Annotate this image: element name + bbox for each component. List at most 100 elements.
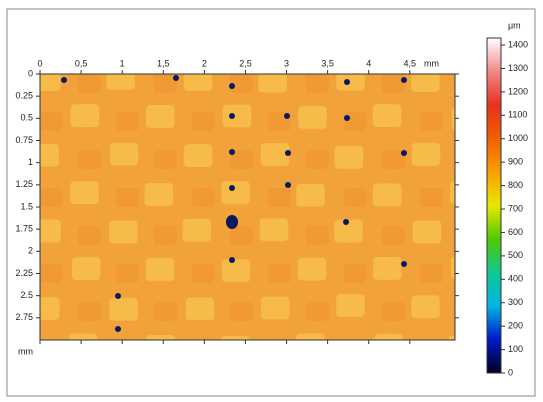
weave-cell bbox=[78, 74, 101, 93]
y-tick-label: 2.5 bbox=[20, 290, 33, 300]
weave-cell bbox=[334, 145, 364, 169]
weave-cell bbox=[78, 150, 101, 169]
weave-cell bbox=[154, 302, 177, 321]
y-tick-label: 0 bbox=[28, 68, 33, 78]
x-tick-label: 4,5 bbox=[404, 58, 417, 68]
colorbar-tick-label: 1400 bbox=[508, 39, 528, 49]
weave-cell bbox=[183, 74, 213, 91]
defect bbox=[229, 113, 235, 119]
weave-cell bbox=[154, 226, 177, 245]
colorbar bbox=[486, 37, 502, 374]
x-tick-label: 4 bbox=[366, 58, 371, 68]
defect bbox=[401, 77, 407, 83]
weave-cell bbox=[306, 302, 329, 321]
weave-cell bbox=[183, 144, 213, 168]
weave-cell bbox=[372, 183, 402, 207]
weave-cell bbox=[145, 104, 175, 128]
weave-cell bbox=[458, 302, 481, 321]
x-unit: mm bbox=[424, 58, 439, 68]
weave-cell bbox=[420, 264, 443, 283]
colorbar-tick-label: 700 bbox=[508, 203, 523, 213]
weave-cell bbox=[382, 226, 405, 245]
weave-cell bbox=[336, 74, 365, 91]
weave-cell bbox=[420, 188, 443, 207]
defect bbox=[115, 293, 121, 299]
frame bbox=[6, 8, 536, 397]
weave-cell bbox=[116, 112, 139, 131]
colorbar-unit: μm bbox=[508, 20, 521, 30]
weave-cell bbox=[451, 107, 455, 131]
defect bbox=[229, 83, 235, 89]
weave-cell bbox=[296, 183, 325, 207]
weave-cell bbox=[344, 112, 367, 131]
weave-cell bbox=[40, 297, 60, 320]
x-tick-label: 0,5 bbox=[75, 58, 88, 68]
weave-cell bbox=[192, 264, 215, 283]
colorbar-tick-label: 600 bbox=[508, 227, 523, 237]
y-tick-label: 1.25 bbox=[15, 179, 33, 189]
weave-cell bbox=[40, 112, 63, 131]
defect bbox=[343, 219, 349, 225]
colorbar-tick-label: 500 bbox=[508, 250, 523, 260]
weave-cell bbox=[40, 340, 63, 359]
defect bbox=[401, 261, 407, 267]
defect bbox=[229, 257, 235, 263]
weave-cell bbox=[109, 142, 139, 166]
weave-cell bbox=[306, 226, 329, 245]
weave-cell bbox=[297, 257, 327, 281]
weave-cell bbox=[154, 150, 177, 169]
weave-cell bbox=[192, 188, 215, 207]
x-tick-label: 1,5 bbox=[157, 58, 170, 68]
weave-cell bbox=[258, 74, 287, 93]
x-tick-label: 1 bbox=[120, 58, 125, 68]
weave-cell bbox=[336, 294, 365, 317]
weave-cell bbox=[306, 74, 329, 93]
weave-cell bbox=[70, 104, 100, 128]
weave-cell bbox=[420, 112, 443, 131]
weave-cell bbox=[182, 218, 212, 242]
weave-cell bbox=[222, 104, 252, 128]
weave-cell bbox=[450, 256, 455, 280]
x-tick-label: 3 bbox=[284, 58, 289, 68]
weave-cell bbox=[420, 340, 443, 359]
weave-cell bbox=[458, 226, 481, 245]
colorbar-tick-label: 1000 bbox=[508, 133, 528, 143]
weave-cell bbox=[458, 150, 481, 169]
defect bbox=[229, 185, 235, 191]
y-tick-label: 1.5 bbox=[20, 201, 33, 211]
weave-cell bbox=[268, 340, 291, 359]
defect bbox=[115, 326, 121, 332]
x-tick-label: 0 bbox=[37, 58, 42, 68]
weave-cell bbox=[448, 335, 455, 340]
weave-cell bbox=[154, 74, 177, 93]
weave-cell bbox=[68, 333, 98, 340]
y-tick-label: 1.75 bbox=[15, 224, 33, 234]
weave-cell bbox=[78, 226, 101, 245]
colorbar-tick-label: 1300 bbox=[508, 63, 528, 73]
weave-cell bbox=[458, 74, 481, 93]
weave-cell bbox=[334, 219, 363, 243]
defect bbox=[285, 182, 291, 188]
weave-cell bbox=[411, 295, 440, 319]
colorbar-tick-label: 1200 bbox=[508, 86, 528, 96]
weave-cell bbox=[116, 264, 139, 283]
y-tick-label: 0.5 bbox=[20, 113, 33, 123]
weave-cell bbox=[40, 264, 63, 283]
weave-cell bbox=[40, 143, 59, 167]
weave-cell bbox=[296, 333, 325, 340]
colorbar-tick-label: 900 bbox=[508, 157, 523, 167]
colorbar-tick-label: 0 bbox=[508, 367, 513, 377]
weave-cell bbox=[230, 302, 253, 321]
y-unit: mm bbox=[18, 346, 33, 356]
weave-cell bbox=[221, 335, 250, 340]
y-tick-label: 2.75 bbox=[15, 312, 33, 322]
weave-cell bbox=[382, 74, 405, 93]
defect bbox=[285, 150, 291, 156]
y-tick-label: 2 bbox=[28, 246, 33, 256]
weave-cell bbox=[109, 220, 138, 244]
weave-cell bbox=[116, 340, 139, 359]
weave-cell bbox=[344, 340, 367, 359]
weave-cell bbox=[146, 334, 176, 340]
weave-cell bbox=[221, 181, 250, 205]
